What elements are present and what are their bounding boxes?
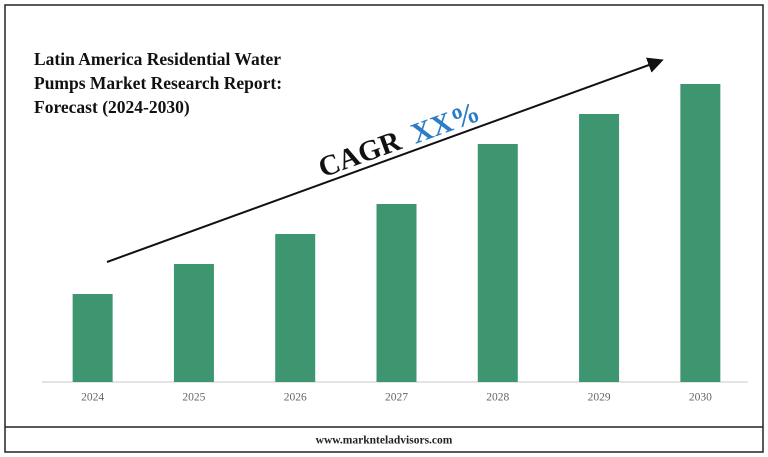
cagr-label: CAGR	[314, 124, 406, 184]
x-tick-label: 2026	[284, 392, 307, 404]
x-tick-label: 2029	[588, 392, 611, 404]
bar	[376, 204, 417, 382]
cagr-annotation: CAGR XX%	[314, 96, 484, 184]
x-tick-label: 2025	[182, 392, 205, 404]
x-tick-label: 2030	[689, 392, 712, 404]
trend-arrow	[106, 57, 664, 263]
bar	[579, 114, 620, 382]
bar	[275, 234, 316, 382]
bar	[680, 84, 721, 382]
cagr-value: XX%	[407, 96, 485, 150]
x-tick-label: 2027	[385, 392, 408, 404]
x-tick-label: 2024	[81, 392, 104, 404]
bar	[173, 264, 214, 382]
x-tick-label: 2028	[486, 392, 509, 404]
footer-url: www.marknteladvisors.com	[316, 435, 453, 447]
frame	[4, 4, 764, 453]
chart-title: Latin America Residential Water Pumps Ma…	[34, 49, 283, 117]
bar	[477, 144, 518, 382]
bar	[72, 294, 113, 382]
